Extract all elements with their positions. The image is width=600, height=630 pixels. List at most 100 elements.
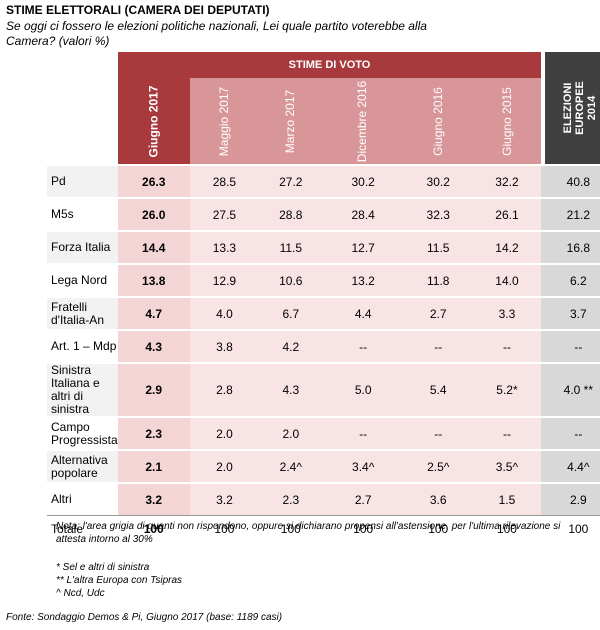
total-cell: 100 (189, 515, 260, 542)
row-label: Art. 1 – Mdp (47, 329, 118, 362)
table-cell: 3.2 (117, 482, 190, 515)
table-cell: 3.7 (541, 296, 600, 329)
table-cell: 10.6 (259, 263, 323, 296)
table-cell: 2.4^ (259, 449, 323, 482)
row-label: Altri (47, 482, 118, 515)
row-label: Alternativa popolare (47, 449, 118, 482)
table-cell: 4.2 (259, 329, 323, 362)
table-cell: 11.5 (259, 230, 323, 263)
table-cell: 4.4^ (541, 449, 600, 482)
table-cell: 28.4 (322, 197, 404, 230)
table-cell: 26.3 (117, 164, 190, 197)
table-row: Campo Progressista 2.3 2.0 2.0 -- -- -- -- (47, 416, 600, 449)
table-cell: 2.7 (403, 296, 473, 329)
column-header: Giugno 2017 (117, 78, 190, 164)
table-row: Sinistra Italiana e altri di sinistra 2.9… (47, 362, 600, 416)
table-cell: 6.2 (541, 263, 600, 296)
column-header: Marzo 2017 (259, 78, 323, 164)
table-cell: 11.5 (403, 230, 473, 263)
table-row: Art. 1 – Mdp 4.3 3.8 4.2 -- -- -- -- (47, 329, 600, 362)
table-cell: 2.9 (117, 362, 190, 416)
table-cell: 12.7 (322, 230, 404, 263)
table-cell: 2.5^ (403, 449, 473, 482)
group-header: STIME DI VOTO (117, 52, 542, 78)
row-label: Campo Progressista (47, 416, 118, 449)
table-cell: -- (403, 416, 473, 449)
row-label: Lega Nord (47, 263, 118, 296)
table-cell: 11.8 (403, 263, 473, 296)
total-cell: 100 (472, 515, 542, 542)
note-text: Nota: l'area grigia di quanti non rispon… (56, 521, 561, 545)
table-cell: 3.4^ (322, 449, 404, 482)
table-cell: 4.4 (322, 296, 404, 329)
table-cell: 40.8 (541, 164, 600, 197)
table-cell: -- (322, 329, 404, 362)
total-cell: 100 (322, 515, 404, 542)
column-header-euro: ELEZIONI EUROPEE 2014 (541, 52, 600, 164)
table-cell: 4.3 (117, 329, 190, 362)
row-label: Pd (47, 164, 118, 197)
table-cell: 27.5 (189, 197, 260, 230)
column-header: Giugno 2016 (403, 78, 473, 164)
table-cell: 14.0 (472, 263, 542, 296)
table-cell: 32.3 (403, 197, 473, 230)
table-cell: 6.7 (259, 296, 323, 329)
table-row: M5s 26.0 27.5 28.8 28.4 32.3 26.1 21.2 (47, 197, 600, 230)
table-cell: 4.0 (189, 296, 260, 329)
table-cell: 14.4 (117, 230, 190, 263)
total-cell: 100 (259, 515, 323, 542)
table-cell: 2.7 (322, 482, 404, 515)
table-cell: 3.3 (472, 296, 542, 329)
table-cell: 2.3 (259, 482, 323, 515)
table-cell: 3.6 (403, 482, 473, 515)
row-label: M5s (47, 197, 118, 230)
page-title: STIME ELETTORALI (CAMERA DEI DEPUTATI) (6, 3, 270, 17)
table-cell: 14.2 (472, 230, 542, 263)
column-header: Dicembre 2016 (322, 78, 404, 164)
table-cell: 30.2 (403, 164, 473, 197)
total-cell: 100 (403, 515, 473, 542)
table-cell: -- (541, 329, 600, 362)
row-label: Sinistra Italiana e altri di sinistra (47, 362, 118, 416)
column-header: Maggio 2017 (189, 78, 260, 164)
table-row: Forza Italia 14.4 13.3 11.5 12.7 11.5 14.2 16.8 (47, 230, 600, 263)
total-cell: 100 (541, 515, 600, 542)
table-cell: 4.7 (117, 296, 190, 329)
footnote: ** L'altra Europa con Tsipras (56, 575, 183, 586)
footnote: * Sel e altri di sinistra (56, 562, 150, 573)
table-cell: 4.0 ** (541, 362, 600, 416)
table-cell: 2.9 (541, 482, 600, 515)
page-subtitle: Se oggi ci fossero le elezioni politiche… (6, 19, 427, 48)
table-cell: 12.9 (189, 263, 260, 296)
table-cell: 30.2 (322, 164, 404, 197)
table-row: Lega Nord 13.8 12.9 10.6 13.2 11.8 14.0 6.2 (47, 263, 600, 296)
table-cell: 27.2 (259, 164, 323, 197)
vote-estimates-table: STIME DI VOTO ELEZIONI EUROPEE 2014 Giug… (47, 52, 600, 542)
table-cell: -- (403, 329, 473, 362)
table-cell: 2.0 (259, 416, 323, 449)
table-cell: 32.2 (472, 164, 542, 197)
table-cell: 1.5 (472, 482, 542, 515)
table-cell: 2.1 (117, 449, 190, 482)
table-cell: 2.0 (189, 416, 260, 449)
table-row: Altri 3.2 3.2 2.3 2.7 3.6 1.5 2.9 (47, 482, 600, 515)
table-cell: 5.0 (322, 362, 404, 416)
total-label: Totale (47, 515, 118, 542)
source-text: Fonte: Sondaggio Demos & Pi, Giugno 2017… (6, 612, 283, 623)
table-cell: 21.2 (541, 197, 600, 230)
table-cell: 13.3 (189, 230, 260, 263)
table-cell: 4.3 (259, 362, 323, 416)
table-cell: 26.0 (117, 197, 190, 230)
table-cell: 3.2 (189, 482, 260, 515)
table-cell: -- (472, 416, 542, 449)
row-label: Fratelli d'Italia-An (47, 296, 118, 329)
table-cell: -- (541, 416, 600, 449)
table-cell: 26.1 (472, 197, 542, 230)
table-cell: 28.8 (259, 197, 323, 230)
table-cell: 28.5 (189, 164, 260, 197)
column-header: Giugno 2015 (472, 78, 542, 164)
table-cell: 3.8 (189, 329, 260, 362)
table-cell: 2.3 (117, 416, 190, 449)
table-cell: 2.8 (189, 362, 260, 416)
table-row: Pd 26.3 28.5 27.2 30.2 30.2 32.2 40.8 (47, 164, 600, 197)
